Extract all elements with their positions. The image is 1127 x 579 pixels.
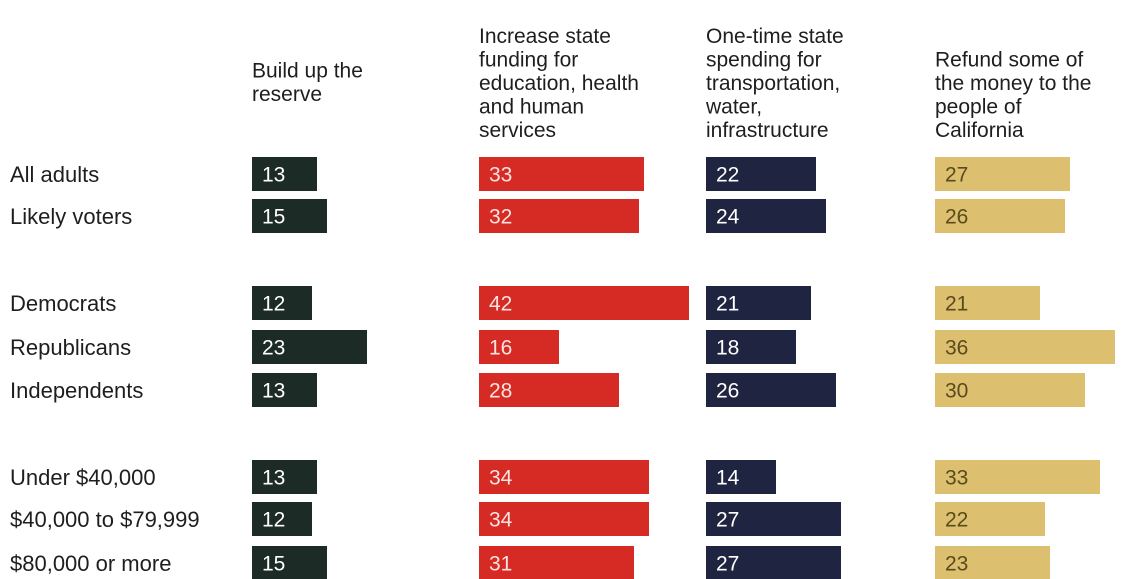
- data-label: 22: [716, 164, 739, 187]
- column-header-line: Build up the: [252, 60, 363, 83]
- data-label: 15: [262, 206, 285, 229]
- data-label: 13: [262, 467, 285, 490]
- bar: [479, 286, 689, 320]
- data-label: 12: [262, 293, 285, 316]
- column-header-line: transportation,: [706, 72, 840, 95]
- bar: [252, 546, 327, 579]
- column-header-line: Refund some of: [935, 49, 1083, 72]
- bar: [252, 199, 327, 233]
- bar: [252, 373, 317, 407]
- bar: [479, 546, 634, 579]
- data-label: 42: [489, 293, 512, 316]
- bar: [706, 199, 826, 233]
- column-header-line: water,: [705, 96, 762, 119]
- bar: [479, 199, 639, 233]
- bar: [935, 330, 1115, 364]
- data-label: 30: [945, 380, 968, 403]
- bar: [479, 502, 649, 536]
- column-header-line: One-time state: [706, 25, 844, 48]
- bar: [479, 330, 559, 364]
- bar: [252, 157, 317, 191]
- data-label: 27: [945, 164, 968, 187]
- row-label: Democrats: [10, 291, 116, 316]
- data-label: 21: [945, 293, 968, 316]
- data-label: 23: [945, 553, 968, 576]
- row-label: $80,000 or more: [10, 551, 171, 576]
- data-label: 23: [262, 337, 285, 360]
- row-label: Under $40,000: [10, 465, 156, 490]
- bar: [706, 286, 811, 320]
- column-header-line: Increase state: [479, 25, 611, 48]
- data-label: 36: [945, 337, 968, 360]
- bar: [935, 373, 1085, 407]
- column-header-line: California: [935, 119, 1024, 142]
- data-label: 33: [945, 467, 968, 490]
- column-header-line: and human: [479, 96, 584, 119]
- data-label: 27: [716, 553, 739, 576]
- bar: [479, 373, 619, 407]
- column-header-line: people of: [935, 96, 1022, 119]
- data-label: 32: [489, 206, 512, 229]
- data-label: 26: [945, 206, 968, 229]
- data-label: 26: [716, 380, 739, 403]
- data-label: 18: [716, 337, 739, 360]
- data-label: 34: [489, 467, 513, 490]
- data-label: 13: [262, 380, 285, 403]
- bar: [935, 199, 1065, 233]
- bar: [706, 330, 796, 364]
- row-label: Republicans: [10, 335, 131, 360]
- row-label: All adults: [10, 162, 99, 187]
- data-label: 24: [716, 206, 740, 229]
- data-label: 12: [262, 509, 285, 532]
- data-label: 28: [489, 380, 512, 403]
- row-label: Likely voters: [10, 204, 132, 229]
- data-label: 31: [489, 553, 512, 576]
- column-header-line: education, health: [479, 72, 639, 95]
- bar: [935, 546, 1050, 579]
- bar: [706, 502, 841, 536]
- bar: [479, 157, 644, 191]
- bar: [935, 460, 1100, 494]
- data-label: 16: [489, 337, 512, 360]
- bar: [252, 330, 367, 364]
- column-header-line: reserve: [252, 83, 322, 106]
- column-header-line: infrastructure: [706, 119, 829, 142]
- bar: [706, 373, 836, 407]
- column-header-line: funding for: [479, 49, 578, 72]
- data-label: 14: [716, 467, 740, 490]
- bar: [479, 460, 649, 494]
- data-label: 27: [716, 509, 739, 532]
- bar: [706, 157, 816, 191]
- bar: [252, 502, 312, 536]
- bar: [935, 286, 1040, 320]
- column-header-line: services: [479, 119, 556, 142]
- row-label: Independents: [10, 378, 143, 403]
- column-header-line: spending for: [706, 49, 822, 72]
- data-label: 22: [945, 509, 968, 532]
- data-label: 13: [262, 164, 285, 187]
- bar: [252, 460, 317, 494]
- data-label: 34: [489, 509, 513, 532]
- bar: [706, 546, 841, 579]
- data-label: 33: [489, 164, 512, 187]
- bar: [935, 502, 1045, 536]
- row-label: $40,000 to $79,999: [10, 507, 200, 532]
- bar: [935, 157, 1070, 191]
- bar: [252, 286, 312, 320]
- bar: [706, 460, 776, 494]
- column-header-line: the money to the: [935, 72, 1091, 95]
- data-label: 21: [716, 293, 739, 316]
- data-label: 15: [262, 553, 285, 576]
